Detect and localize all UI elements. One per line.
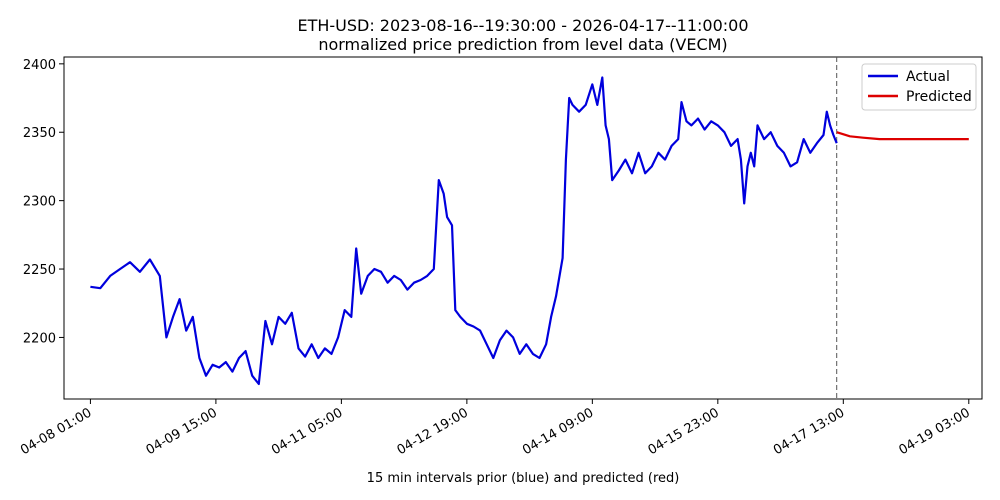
legend: Actual Predicted	[861, 63, 977, 111]
x-tick-label: 04-14 09:00	[520, 405, 596, 458]
y-tick-label: 2300	[23, 195, 56, 210]
chart-subtitle: normalized price prediction from level d…	[318, 35, 727, 54]
legend-label-predicted: Predicted	[906, 89, 972, 105]
legend-label-actual: Actual	[906, 69, 950, 85]
x-tick-label: 04-09 15:00	[144, 405, 220, 458]
x-tick-label: 04-17 13:00	[771, 405, 847, 458]
x-axis-label: 15 min intervals prior (blue) and predic…	[367, 471, 680, 486]
chart-title: ETH-USD: 2023-08-16--19:30:00 - 2026-04-…	[297, 16, 748, 35]
y-tick-label: 2350	[23, 126, 56, 141]
series-line-actual	[90, 76, 838, 386]
y-tick-label: 2200	[23, 331, 56, 346]
x-tick-label: 04-08 01:00	[18, 405, 94, 458]
x-tick-label: 04-15 23:00	[646, 405, 722, 458]
y-tick-label: 2400	[23, 58, 56, 73]
x-tick-label: 04-19 03:00	[897, 405, 973, 458]
plot-area: 2200 2250 2300 2350 2400 04-08 01:00 04-09 15:…	[18, 56, 983, 458]
x-tick-label: 04-12 19:00	[395, 405, 471, 458]
x-tick-label: 04-11 05:00	[269, 405, 345, 458]
axes-frame	[63, 56, 983, 400]
series-line-predicted	[836, 131, 969, 141]
y-tick-label: 2250	[23, 263, 56, 278]
